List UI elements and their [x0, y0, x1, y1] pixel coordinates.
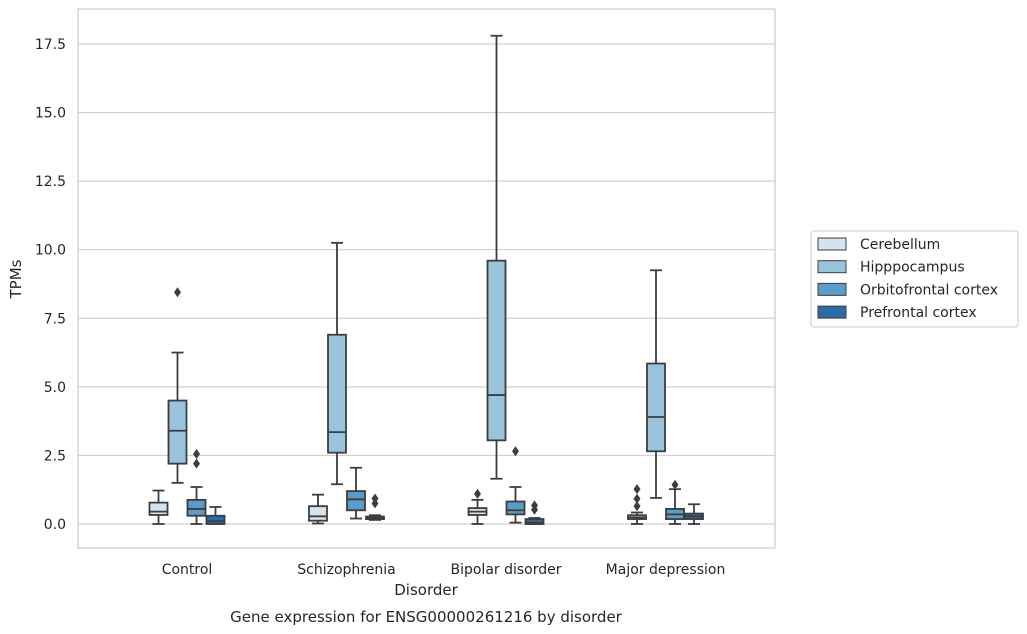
box-group [205, 506, 226, 525]
box-group [665, 479, 685, 525]
legend-swatch [817, 282, 847, 296]
legend-swatch [817, 260, 847, 274]
y-tick-label: 0.0 [44, 517, 66, 533]
outlier-point [531, 500, 538, 511]
y-axis-ticks: 0.0 2.5 5.0 7.5 10.0 12.5 15.0 17.5 [35, 37, 66, 533]
outlier-point [371, 493, 379, 504]
box [505, 500, 526, 516]
y-tick-label: 2.5 [44, 448, 66, 464]
outlier-point [633, 501, 641, 512]
box [308, 505, 328, 522]
box [486, 259, 507, 442]
box [524, 518, 545, 525]
box-group [346, 466, 366, 520]
x-axis-ticks: Control Schizophrenia Bipolar disorder Majo… [162, 562, 726, 578]
outlier-point [193, 458, 200, 469]
box [346, 490, 366, 512]
y-tick-label: 12.5 [35, 174, 66, 190]
y-tick-label: 15.0 [35, 106, 66, 122]
outlier-point [474, 488, 481, 499]
box-group [186, 449, 207, 525]
x-tick-label: Bipolar disorder [450, 562, 561, 578]
outlier-point [633, 493, 641, 504]
x-tick-label: Major depression [606, 562, 726, 578]
y-tick-label: 7.5 [44, 311, 66, 327]
box-group [627, 484, 647, 525]
box-group [148, 489, 169, 525]
outlier-point [193, 449, 200, 460]
box [327, 333, 347, 454]
box-group [646, 269, 666, 499]
y-tick-label: 17.5 [35, 37, 66, 53]
box-group [167, 287, 188, 484]
x-tick-label: Control [162, 562, 213, 578]
box-group [467, 488, 488, 525]
box-plot-series [148, 34, 704, 525]
plot-background [78, 9, 775, 548]
legend: Cerebellum Hipppocampus Orbitofrontal cort… [810, 230, 1019, 328]
legend-label: Hipppocampus [860, 260, 965, 276]
box-group [505, 446, 526, 524]
legend-label: Prefrontal cortex [860, 305, 977, 321]
box-group [327, 241, 347, 486]
box-group [308, 493, 328, 525]
outlier-point [633, 484, 641, 495]
x-axis-title: Disorder [394, 581, 458, 599]
legend-swatch [817, 305, 847, 319]
box-group [365, 493, 385, 521]
y-tick-label: 10.0 [35, 243, 66, 259]
chart-caption: Gene expression for ENSG00000261216 by d… [230, 608, 623, 626]
outlier-point [671, 479, 679, 490]
y-tick-label: 5.0 [44, 380, 66, 396]
outlier-point [174, 287, 181, 298]
box [167, 399, 188, 465]
box [205, 514, 226, 525]
y-axis-title: TPMs [7, 259, 25, 299]
outlier-point [512, 446, 519, 457]
box-group [524, 500, 545, 525]
box-group [486, 34, 507, 480]
x-tick-label: Schizophrenia [297, 562, 395, 578]
box [186, 498, 207, 517]
plot-frame [77, 8, 776, 549]
box [646, 362, 666, 453]
legend-swatch [817, 237, 847, 251]
box [148, 501, 169, 516]
legend-frame [810, 230, 1019, 328]
box-group [684, 503, 704, 525]
legend-label: Cerebellum [860, 237, 940, 253]
legend-label: Orbitofrontal cortex [860, 282, 998, 298]
